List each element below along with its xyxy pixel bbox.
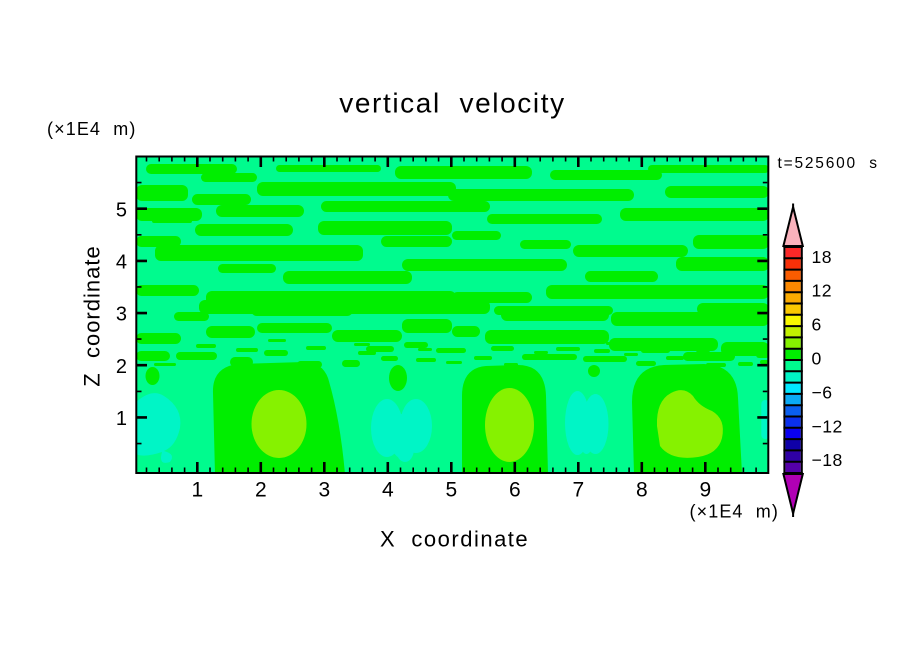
svg-text:−12: −12: [812, 416, 843, 436]
svg-text:3: 3: [318, 479, 330, 502]
svg-text:(×1E4 m): (×1E4 m): [690, 502, 779, 522]
svg-text:2: 2: [255, 479, 267, 502]
svg-text:1: 1: [116, 408, 127, 430]
svg-text:18: 18: [812, 247, 833, 267]
svg-text:7: 7: [572, 479, 584, 502]
svg-text:Z coordinate: Z coordinate: [80, 245, 105, 386]
svg-text:6: 6: [812, 315, 822, 335]
svg-text:5: 5: [116, 199, 127, 221]
svg-text:vertical velocity: vertical velocity: [339, 88, 565, 119]
svg-text:−18: −18: [812, 450, 843, 470]
svg-text:t=525600 s: t=525600 s: [778, 155, 879, 172]
svg-text:1: 1: [191, 479, 203, 502]
svg-text:9: 9: [699, 479, 711, 502]
svg-text:8: 8: [636, 479, 648, 502]
svg-text:4: 4: [116, 252, 127, 274]
svg-text:0: 0: [812, 349, 822, 369]
svg-text:X coordinate: X coordinate: [380, 527, 529, 552]
svg-text:2: 2: [116, 356, 127, 378]
svg-text:5: 5: [445, 479, 457, 502]
svg-text:(×1E4 m): (×1E4 m): [47, 119, 136, 139]
svg-text:12: 12: [812, 281, 833, 301]
svg-text:6: 6: [509, 479, 521, 502]
svg-text:−6: −6: [812, 382, 833, 402]
svg-text:4: 4: [382, 479, 394, 502]
svg-text:3: 3: [116, 304, 127, 326]
